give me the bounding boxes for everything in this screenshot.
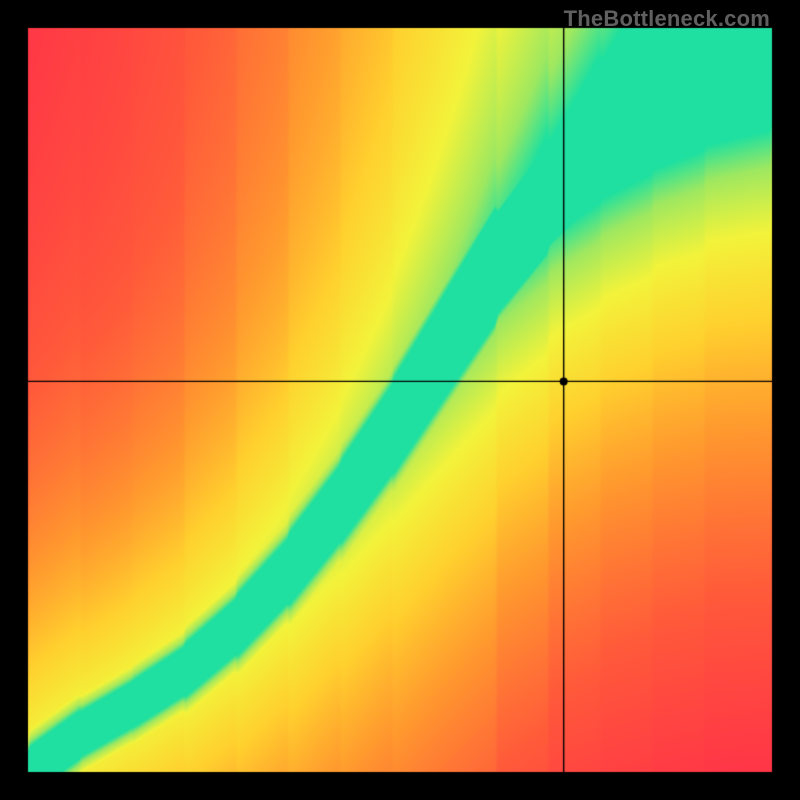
watermark-text: TheBottleneck.com — [564, 6, 770, 32]
bottleneck-heatmap — [0, 0, 800, 800]
